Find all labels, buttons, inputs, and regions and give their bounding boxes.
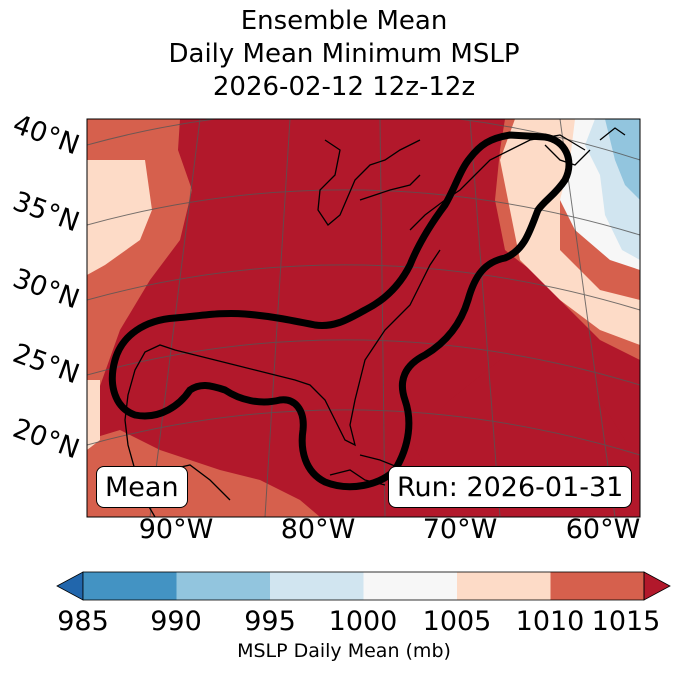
lon-label-90w: 90°W xyxy=(138,514,214,545)
colorbar-tick-995: 995 xyxy=(244,606,296,637)
pressure-field-990-east xyxy=(605,119,640,200)
colorbar-tick-985: 985 xyxy=(57,606,109,637)
mslp-contour-outline xyxy=(108,131,573,491)
colorbar-tick-1000: 1000 xyxy=(328,606,398,637)
map-frame xyxy=(86,118,641,518)
graticule xyxy=(87,119,640,517)
colorbar-under-arrow xyxy=(56,571,84,601)
colorbar-tick-1010: 1010 xyxy=(515,606,585,637)
title-line-2: Daily Mean Minimum MSLP xyxy=(168,39,520,69)
colorbar-bin-985-990 xyxy=(83,572,177,600)
title-line-3: 2026-02-12 12z-12z xyxy=(212,72,476,102)
colorbar-tick-1015: 1015 xyxy=(591,606,661,637)
colorbar-bin-1010-1015 xyxy=(550,572,644,600)
colorbar-bin-1005-1010 xyxy=(457,572,551,600)
lon-label-70w: 70°W xyxy=(422,514,498,545)
colorbar-tick-1005: 1005 xyxy=(422,606,492,637)
pressure-field-1005-east xyxy=(500,119,640,345)
mean-label-box: Mean xyxy=(96,466,188,508)
colorbar-label: MSLP Daily Mean (mb) xyxy=(237,640,451,662)
colorbar-tick-990: 990 xyxy=(150,606,202,637)
colorbar xyxy=(56,571,671,601)
title-line-1: Ensemble Mean xyxy=(240,6,448,36)
colorbar-bin-990-995 xyxy=(176,572,270,600)
map-plot-area xyxy=(87,119,640,517)
coastlines xyxy=(124,127,626,517)
lon-label-80w: 80°W xyxy=(280,514,356,545)
pressure-field-1005-west-small xyxy=(87,380,100,450)
lon-label-60w: 60°W xyxy=(565,514,641,545)
pressure-field-1005-west xyxy=(87,160,152,275)
run-date-label-box: Run: 2026-01-31 xyxy=(388,466,633,508)
colorbar-bin-1000-1005 xyxy=(363,572,457,600)
colorbar-bin-995-1000 xyxy=(270,572,364,600)
colorbar-over-arrow xyxy=(643,571,671,601)
